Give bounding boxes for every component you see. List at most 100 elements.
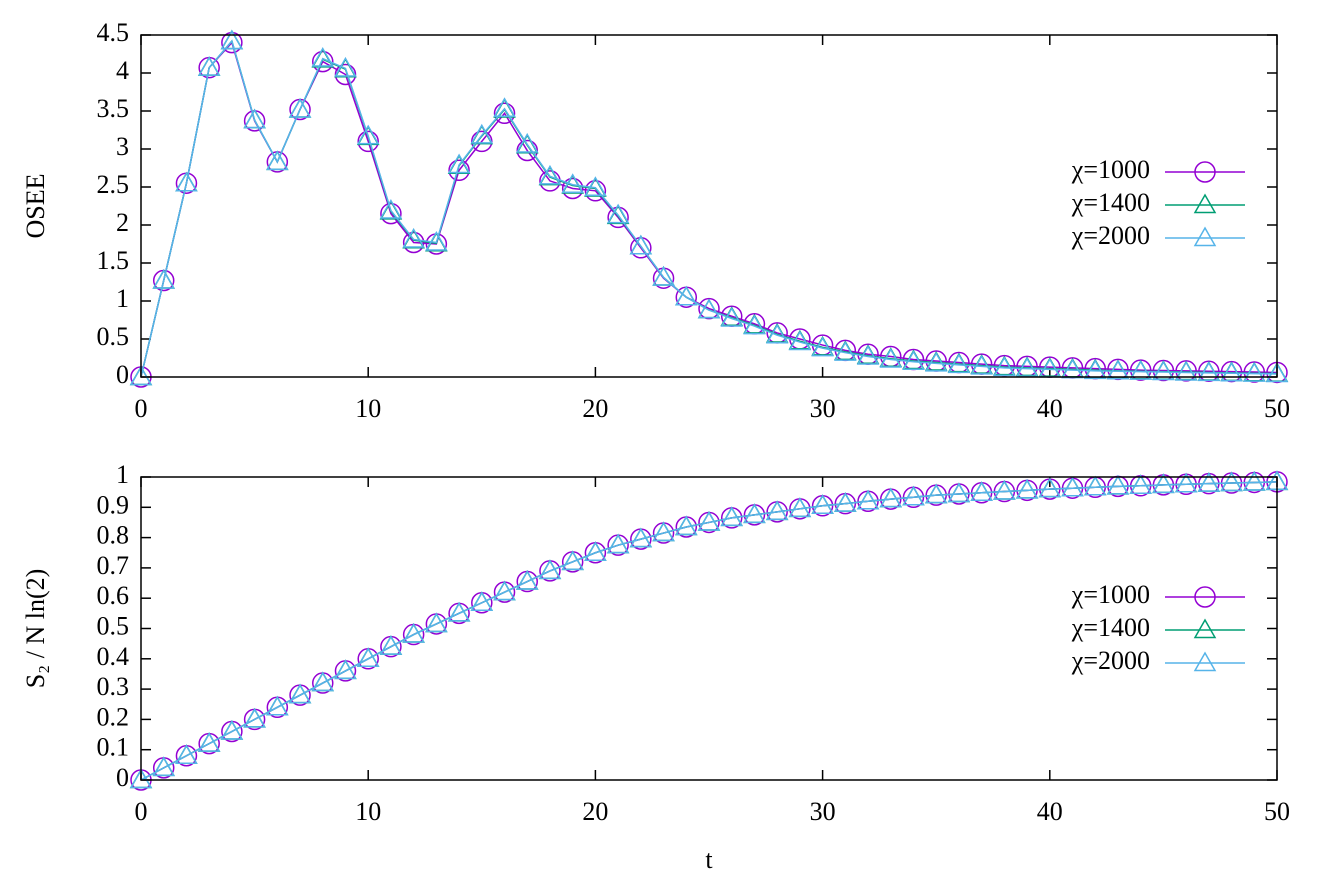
y-tick-label: 0	[116, 360, 129, 389]
marker	[584, 541, 607, 561]
y-tick-label: 0.1	[97, 733, 130, 762]
marker	[970, 481, 993, 502]
y-tick-label: 0.3	[97, 672, 130, 701]
marker	[584, 180, 607, 202]
marker	[698, 297, 720, 320]
y-tick-label: 2	[116, 208, 129, 237]
marker	[493, 580, 516, 601]
marker	[674, 285, 698, 306]
marker	[357, 130, 379, 153]
y-tick-label: 0.6	[97, 581, 130, 610]
marker	[652, 265, 675, 286]
marker	[629, 527, 653, 548]
marker	[175, 744, 198, 765]
marker	[425, 612, 448, 633]
marker	[1197, 361, 1221, 382]
marker	[606, 533, 630, 554]
y-tick-label: 4	[116, 56, 129, 85]
marker	[152, 756, 176, 777]
marker	[220, 29, 244, 50]
legend-label: χ=1400	[1071, 188, 1150, 217]
marker	[720, 306, 744, 327]
x-axis-label: t	[705, 845, 713, 874]
legend-marker	[1193, 618, 1217, 639]
marker	[607, 206, 629, 229]
marker	[834, 341, 857, 361]
marker	[1174, 472, 1198, 493]
y-tick-label: 0.2	[97, 702, 130, 731]
y-tick-label: 1	[116, 460, 129, 489]
marker	[561, 177, 584, 200]
legend-label: χ=1000	[1071, 155, 1150, 184]
marker	[515, 570, 539, 590]
marker	[674, 515, 698, 536]
marker	[493, 97, 516, 117]
legend-marker	[1193, 193, 1217, 214]
marker	[879, 348, 903, 368]
marker	[402, 623, 425, 643]
marker	[152, 268, 176, 289]
marker	[515, 132, 539, 153]
marker	[970, 354, 993, 375]
y-tick-label: 0.4	[97, 642, 130, 671]
marker	[334, 659, 357, 680]
marker	[993, 356, 1016, 377]
marker	[129, 768, 153, 789]
marker	[470, 591, 494, 611]
marker	[493, 102, 516, 125]
marker	[811, 494, 834, 515]
legend-marker	[1194, 161, 1216, 183]
marker	[879, 487, 903, 508]
marker	[1152, 360, 1175, 381]
x-tick-label: 30	[810, 797, 836, 826]
x-tick-label: 40	[1037, 394, 1063, 423]
marker	[924, 483, 948, 504]
marker	[697, 510, 721, 531]
marker	[924, 351, 948, 372]
y-axis-label: S₂ / N ln(2)	[21, 569, 50, 689]
marker	[765, 323, 789, 344]
marker	[720, 506, 744, 527]
legend-marker	[1194, 586, 1216, 608]
y-tick-label: 0.7	[97, 551, 130, 580]
marker	[1242, 362, 1266, 382]
legend-marker	[1193, 226, 1217, 247]
marker	[221, 31, 243, 54]
legend-label: χ=2000	[1071, 221, 1150, 250]
marker	[538, 559, 562, 580]
marker	[743, 503, 766, 524]
marker	[356, 124, 380, 145]
marker	[834, 492, 857, 512]
marker	[425, 230, 448, 251]
marker	[356, 647, 380, 668]
series-line	[140, 481, 1278, 781]
legend-marker	[1193, 651, 1217, 672]
x-tick-label: 50	[1264, 797, 1290, 826]
y-tick-label: 0.8	[97, 521, 130, 550]
y-tick-label: 0	[116, 763, 129, 792]
legend-label: χ=1400	[1071, 613, 1150, 642]
marker	[197, 732, 221, 752]
marker	[606, 203, 630, 224]
x-tick-label: 0	[135, 797, 148, 826]
x-tick-label: 40	[1037, 797, 1063, 826]
marker	[561, 550, 584, 571]
plot-frame	[140, 476, 1278, 781]
marker	[743, 314, 766, 335]
y-tick-label: 0.9	[97, 490, 130, 519]
marker	[197, 56, 221, 76]
y-tick-label: 4.5	[97, 18, 130, 47]
marker	[1106, 474, 1130, 495]
marker	[379, 635, 403, 655]
plot-frame	[140, 34, 1278, 378]
marker	[1129, 474, 1152, 495]
marker	[856, 344, 880, 365]
marker	[311, 47, 335, 67]
x-tick-label: 10	[355, 797, 381, 826]
marker	[1129, 360, 1152, 380]
marker	[470, 123, 494, 144]
x-tick-label: 20	[582, 797, 608, 826]
y-axis-label: OSEE	[21, 174, 50, 239]
y-tick-label: 0.5	[97, 322, 130, 351]
